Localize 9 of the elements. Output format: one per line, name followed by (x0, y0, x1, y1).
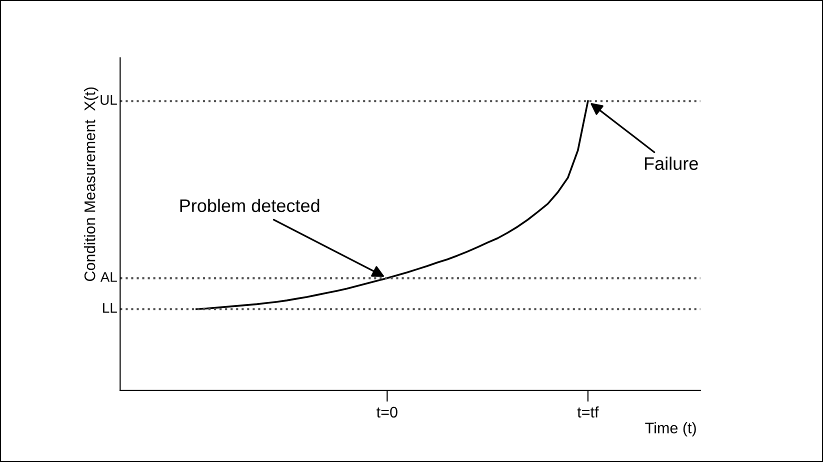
ref-line-label: AL (100, 272, 117, 282)
annotation: Problem detected (180, 198, 320, 212)
x-tick-label: t=tf (577, 406, 599, 418)
ref-line-label: UL (100, 95, 117, 105)
x-axis-title: Time (t) (645, 422, 696, 436)
text: Condition Measurement X(t) (84, 87, 98, 282)
ref-line-label: LL (103, 303, 117, 313)
x-tick-label: t=0 (376, 406, 398, 418)
annotation: Failure (644, 156, 698, 170)
